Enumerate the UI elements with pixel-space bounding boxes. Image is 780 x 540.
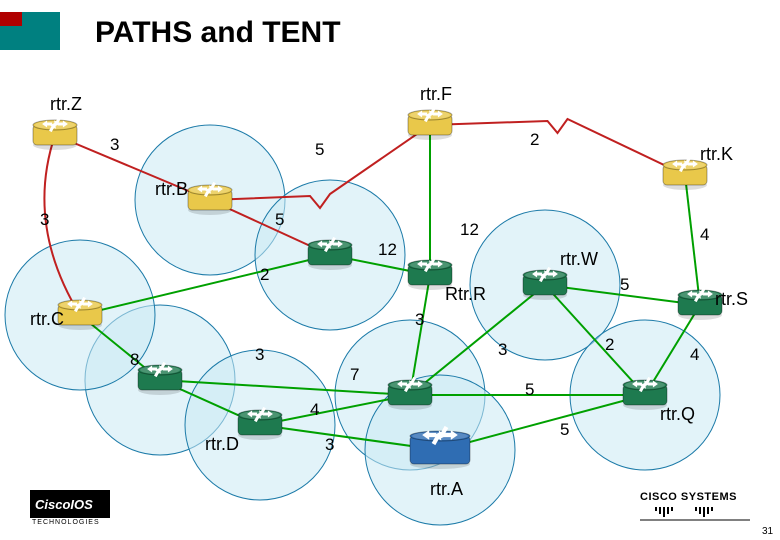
router-rtr.Z <box>33 116 77 150</box>
edge <box>430 119 685 175</box>
edge-weight: 2 <box>605 335 614 354</box>
edge-weight: 4 <box>700 225 709 244</box>
edge-weight: 3 <box>325 435 334 454</box>
edge <box>685 175 700 305</box>
router-label: Rtr.R <box>445 284 486 304</box>
router-label: rtr.K <box>700 144 733 164</box>
edge-weight: 12 <box>378 240 397 259</box>
edge-weight: 2 <box>260 265 269 284</box>
cisco-ios-logo: CiscoIOS TECHNOLOGIES <box>30 490 110 526</box>
edge-weight: 4 <box>690 345 699 364</box>
router-N1 <box>308 236 352 270</box>
cisco-systems-logo: CISCO SYSTEMS <box>640 491 750 520</box>
router-rtr.W <box>523 266 567 300</box>
svg-text:CiscoIOS: CiscoIOS <box>35 497 93 512</box>
edge-weight: 7 <box>350 365 359 384</box>
node-label-numeric: 8 <box>130 350 139 369</box>
router-8 <box>138 361 182 395</box>
router-rtr.D <box>238 406 282 440</box>
router-label: rtr.Z <box>50 94 82 114</box>
router-label: rtr.Q <box>660 404 695 424</box>
router-rtr.B <box>188 181 232 215</box>
router-M <box>388 376 432 410</box>
edge-weight: 5 <box>275 210 284 229</box>
edge-weight: 5 <box>560 420 569 439</box>
router-label: rtr.W <box>560 249 598 269</box>
router-rtr.C <box>58 296 102 330</box>
router-label: rtr.F <box>420 84 452 104</box>
router-rtr.F <box>408 106 452 140</box>
edge-weight: 5 <box>525 380 534 399</box>
svg-text:TECHNOLOGIES: TECHNOLOGIES <box>32 519 100 526</box>
edge-weight: 12 <box>460 220 479 239</box>
edge-weight: 5 <box>620 275 629 294</box>
router-label: rtr.D <box>205 434 239 454</box>
router-label: rtr.S <box>715 289 748 309</box>
edge-weight: 3 <box>415 310 424 329</box>
edge-weight: 3 <box>40 210 49 229</box>
slide-number: 31 <box>762 526 774 537</box>
router-label: rtr.A <box>430 479 463 499</box>
slide-title: PATHS and TENT <box>95 16 341 49</box>
edge-weight: 4 <box>310 400 319 419</box>
router-label: rtr.B <box>155 179 188 199</box>
router-label: rtr.C <box>30 309 64 329</box>
edge-weight: 3 <box>255 345 264 364</box>
edge-weight: 3 <box>498 340 507 359</box>
svg-text:CISCO SYSTEMS: CISCO SYSTEMS <box>640 491 737 503</box>
edge-weight: 3 <box>110 135 119 154</box>
edge-weight: 5 <box>315 140 324 159</box>
edge-weight: 2 <box>530 130 539 149</box>
